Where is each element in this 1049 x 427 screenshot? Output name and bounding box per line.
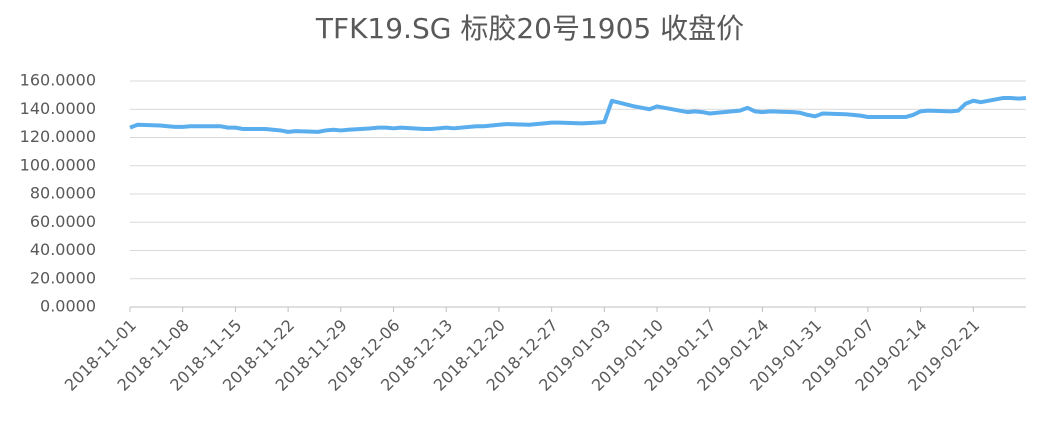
y-tick-label: 140.0000 [20,99,96,118]
y-tick-label: 60.0000 [30,212,96,231]
y-tick-label: 40.0000 [30,240,96,259]
y-tick-label: 120.0000 [20,127,96,146]
y-tick-label: 100.0000 [20,155,96,174]
y-tick-label: 20.0000 [30,268,96,287]
data-line [129,95,1027,134]
y-tick-label: 0.0000 [40,297,96,316]
chart-title: TFK19.SG 标胶20号1905 收盘价 [315,12,744,45]
y-tick-label: 80.0000 [30,184,96,203]
y-tick-label: 160.0000 [20,71,96,90]
